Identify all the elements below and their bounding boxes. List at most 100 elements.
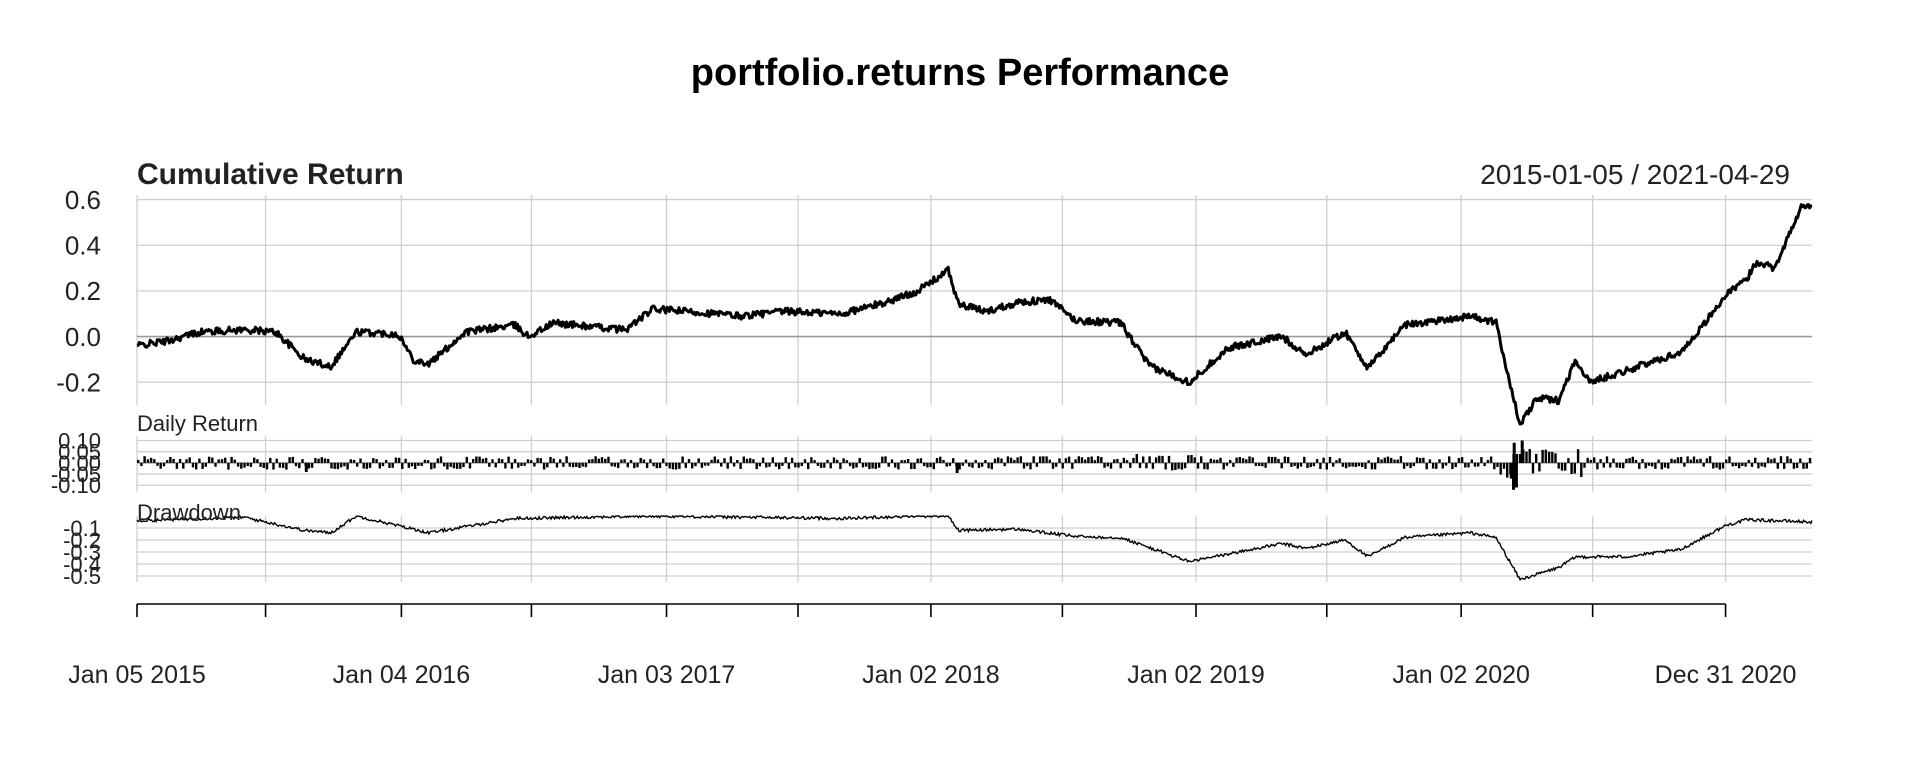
daily-return-bar bbox=[1750, 462, 1754, 467]
daily-return-bar bbox=[1628, 458, 1631, 463]
daily-return-bar bbox=[597, 458, 600, 463]
daily-return-bar bbox=[1676, 457, 1680, 463]
daily-return-bar bbox=[1164, 462, 1167, 470]
daily-return-bar bbox=[1367, 460, 1370, 463]
daily-return-bar bbox=[1754, 457, 1757, 463]
daily-return-bar bbox=[533, 462, 536, 467]
daily-return-bar bbox=[1229, 459, 1232, 463]
daily-return-bar bbox=[1654, 462, 1657, 469]
daily-return-bar bbox=[1605, 456, 1609, 463]
daily-return-bar bbox=[694, 462, 697, 467]
daily-return-bar bbox=[1502, 462, 1506, 469]
daily-return-bar bbox=[662, 458, 665, 463]
daily-return-bar bbox=[282, 462, 285, 468]
daily-return-bar bbox=[1109, 462, 1113, 469]
daily-return-bar bbox=[1132, 457, 1135, 463]
daily-return-bar bbox=[1145, 462, 1148, 469]
daily-return-bar bbox=[697, 458, 700, 463]
daily-return-bar bbox=[1544, 449, 1547, 463]
daily-return-bar bbox=[852, 462, 855, 469]
daily-return-bar bbox=[1067, 456, 1071, 463]
daily-return-bar bbox=[720, 462, 723, 467]
daily-return-bar bbox=[826, 459, 829, 463]
daily-return-bar bbox=[581, 462, 584, 467]
daily-return-bar bbox=[604, 458, 607, 463]
daily-return-bar bbox=[1802, 462, 1805, 469]
daily-return-bar bbox=[420, 462, 423, 466]
daily-return-bar bbox=[1760, 462, 1763, 467]
x-tick-label: Dec 31 2020 bbox=[1655, 661, 1797, 689]
daily-return-bar bbox=[761, 457, 765, 463]
daily-return-bar bbox=[1064, 458, 1068, 463]
daily-return-bar bbox=[1309, 462, 1312, 468]
daily-return-bar bbox=[803, 459, 807, 463]
daily-return-bar bbox=[923, 462, 926, 467]
daily-return-bar bbox=[868, 462, 871, 470]
daily-return-bar bbox=[968, 462, 971, 467]
daily-return-bar bbox=[188, 457, 191, 463]
daily-return-bar bbox=[1705, 458, 1709, 463]
daily-return-bar bbox=[1602, 462, 1605, 468]
daily-return-bar bbox=[1596, 462, 1599, 470]
daily-return-bar bbox=[307, 462, 311, 469]
daily-return-bar bbox=[1718, 462, 1721, 470]
daily-return-bar bbox=[385, 459, 388, 463]
daily-return-bar bbox=[1721, 462, 1725, 469]
daily-return-bar bbox=[832, 457, 836, 463]
daily-return-bar bbox=[246, 462, 249, 466]
daily-return-bar bbox=[568, 462, 571, 467]
daily-return-bar bbox=[1737, 462, 1741, 469]
daily-return-bar bbox=[294, 462, 298, 467]
daily-return-bar bbox=[1547, 451, 1551, 463]
daily-return-bar bbox=[394, 457, 398, 463]
daily-return-bar bbox=[1412, 462, 1415, 466]
daily-return-bar bbox=[955, 462, 959, 473]
daily-return-bar bbox=[1612, 458, 1615, 463]
daily-return-bar bbox=[352, 459, 356, 463]
daily-return-bar bbox=[1248, 456, 1251, 463]
daily-return-bar bbox=[1470, 459, 1473, 463]
daily-return-bar bbox=[1541, 449, 1544, 463]
daily-return-bar bbox=[243, 462, 246, 468]
daily-return-bar bbox=[1074, 459, 1077, 463]
daily-return-bar bbox=[407, 462, 410, 468]
daily-return-bar bbox=[265, 462, 269, 470]
daily-return-bar bbox=[997, 457, 1000, 463]
daily-return-bar bbox=[588, 459, 591, 463]
daily-return-bar bbox=[1045, 456, 1048, 463]
daily-return-bar bbox=[1116, 459, 1119, 463]
daily-return-bar bbox=[758, 462, 762, 467]
daily-return-bar bbox=[1129, 462, 1132, 468]
daily-return-bar bbox=[1312, 462, 1316, 467]
daily-return-bar bbox=[310, 462, 314, 468]
daily-return-bar bbox=[552, 458, 555, 463]
daily-return-bar bbox=[1119, 462, 1122, 469]
daily-return-bar bbox=[314, 458, 317, 463]
daily-return-bar bbox=[1708, 456, 1712, 463]
daily-return-bar bbox=[1315, 459, 1319, 463]
daily-return-bar bbox=[1773, 458, 1776, 463]
daily-return-bar bbox=[339, 462, 343, 468]
daily-return-bar bbox=[1377, 457, 1380, 463]
daily-return-bar bbox=[401, 462, 404, 469]
daily-return-bar bbox=[555, 462, 559, 468]
daily-return-bar bbox=[716, 459, 720, 463]
daily-return-bar bbox=[153, 459, 156, 463]
daily-return-bar bbox=[671, 462, 675, 470]
daily-return-bar bbox=[942, 459, 945, 463]
daily-return-bar bbox=[298, 462, 301, 469]
daily-return-bar bbox=[388, 462, 391, 468]
daily-return-bar bbox=[700, 462, 704, 468]
daily-return-bar bbox=[1599, 459, 1602, 463]
daily-return-bar bbox=[1448, 456, 1451, 463]
daily-return-bar bbox=[475, 456, 478, 463]
daily-return-bar bbox=[1699, 458, 1702, 463]
y-tick-label: -0.3 bbox=[63, 540, 101, 565]
daily-return-bar bbox=[201, 462, 204, 469]
daily-return-bar bbox=[919, 458, 923, 463]
chart-main-title: portfolio.returns Performance bbox=[690, 52, 1230, 94]
daily-return-bar bbox=[536, 457, 539, 463]
daily-return-bar bbox=[1238, 457, 1241, 463]
daily-return-bar bbox=[571, 462, 575, 468]
daily-return-bar bbox=[430, 462, 433, 470]
